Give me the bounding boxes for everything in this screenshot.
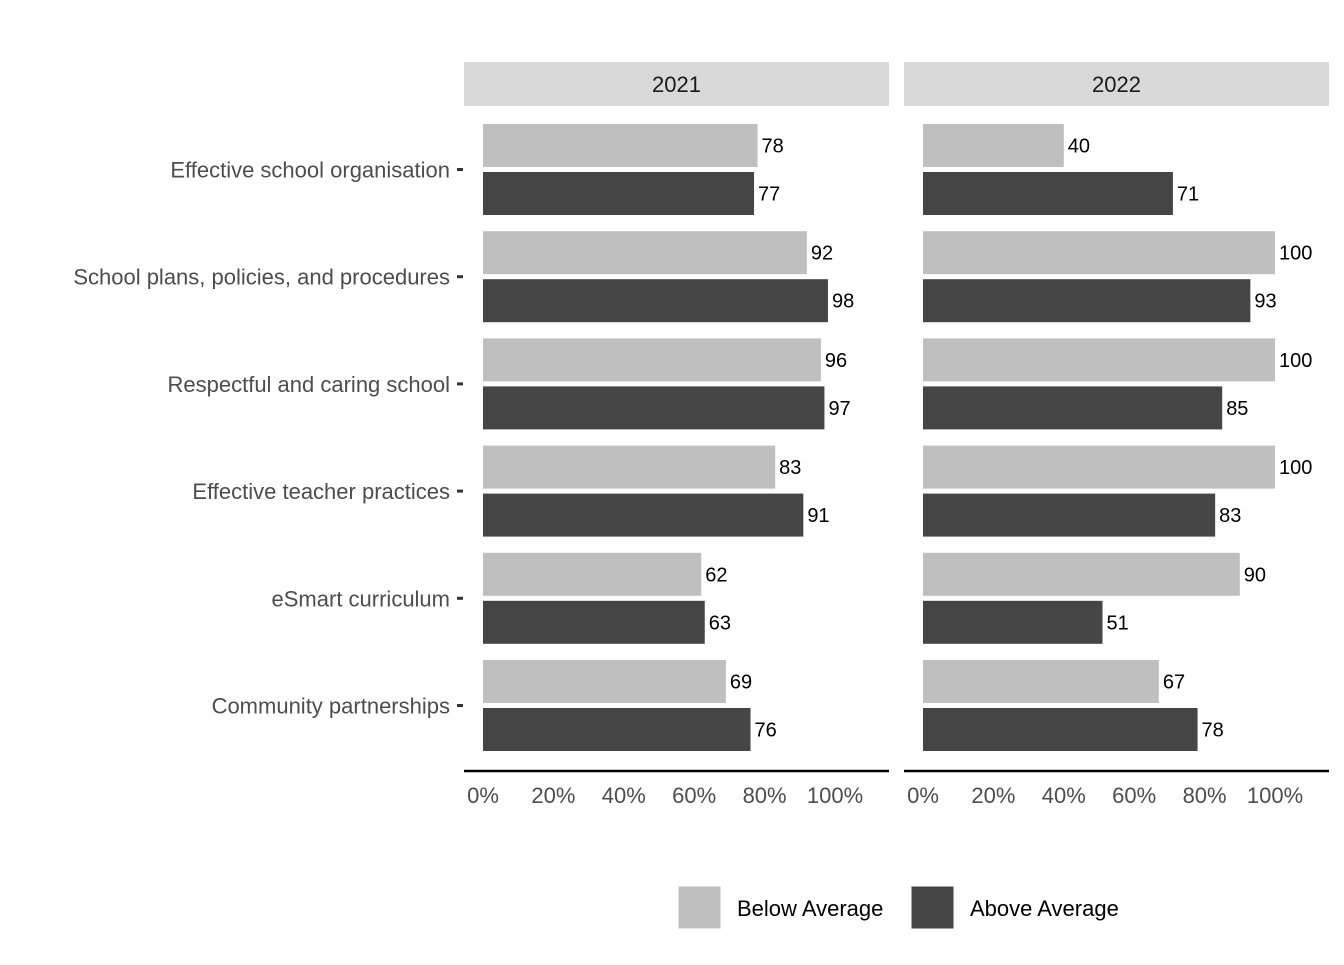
legend-key (910, 885, 955, 930)
data-label: 76 (755, 720, 777, 742)
facet-label: 2021 (652, 72, 701, 97)
x-tick-label: 100% (807, 783, 863, 808)
bar (483, 493, 804, 537)
value-labels-layer: 78 40 77 71 92 100 98 93 96 100 97 85 83 100 91 83 62 90 6… (705, 136, 1312, 742)
facet-label: 2022 (1092, 72, 1141, 97)
bar (483, 708, 751, 751)
data-label: 78 (762, 136, 784, 158)
data-label: 77 (758, 184, 780, 206)
y-axis: Effective school organisation School plan… (73, 158, 463, 719)
data-label: 71 (1177, 184, 1199, 206)
data-label: 96 (825, 350, 847, 372)
category-label: eSmart curriculum (272, 586, 450, 611)
x-tick-label: 0% (907, 783, 939, 808)
data-label: 40 (1068, 136, 1090, 158)
legend-label: Above Average (970, 896, 1119, 921)
bar (483, 231, 807, 275)
bar (923, 338, 1275, 382)
bar (923, 600, 1103, 644)
x-tick-label: 60% (1112, 783, 1156, 808)
legend: Below Average Above Average (677, 885, 1119, 930)
bar (923, 552, 1240, 596)
bar (483, 660, 726, 703)
facet-strip-2021 (464, 62, 889, 106)
bar (483, 338, 821, 382)
x-tick-label: 20% (971, 783, 1015, 808)
bar (923, 124, 1064, 167)
x-tick-label: 40% (602, 783, 646, 808)
data-label: 51 (1107, 612, 1129, 634)
x-tick-label: 60% (672, 783, 716, 808)
data-label: 62 (705, 564, 727, 586)
bar (483, 445, 776, 489)
x-axes: 0% 20% 40% 60% 80% 100% 0% 20% 40% 60% 80% 100% (464, 769, 1329, 808)
category-label: Community partnerships (212, 694, 450, 719)
bar (923, 708, 1198, 751)
bars-layer (483, 124, 1275, 751)
facet-strip-2022 (904, 62, 1329, 106)
legend-key (677, 885, 722, 930)
x-tick-label: 100% (1247, 783, 1303, 808)
bar (923, 172, 1173, 215)
category-label: Effective school organisation (170, 158, 450, 183)
bar (483, 124, 758, 167)
data-label: 100 (1279, 350, 1312, 372)
x-tick-label: 80% (1183, 783, 1227, 808)
data-label: 93 (1254, 291, 1276, 313)
x-tick-label: 80% (743, 783, 787, 808)
facet-strips: 2021 2022 (464, 62, 1329, 106)
data-label: 78 (1202, 720, 1224, 742)
data-label: 67 (1163, 672, 1185, 694)
x-tick-label: 0% (467, 783, 499, 808)
category-label: Effective teacher practices (192, 479, 450, 504)
bar (923, 445, 1275, 489)
data-label: 83 (1219, 505, 1241, 527)
bar (923, 660, 1159, 703)
data-label: 69 (730, 672, 752, 694)
category-label: Respectful and caring school (168, 372, 451, 397)
data-label: 98 (832, 291, 854, 313)
category-label: School plans, policies, and procedures (73, 265, 450, 290)
bar (923, 231, 1275, 275)
bar (483, 600, 705, 644)
bar (483, 386, 825, 430)
bar (923, 386, 1223, 430)
data-label: 92 (811, 243, 833, 265)
data-label: 83 (779, 457, 801, 479)
bar (923, 493, 1216, 537)
bar (483, 172, 755, 215)
data-label: 100 (1279, 457, 1312, 479)
data-label: 63 (709, 612, 731, 634)
data-label: 91 (807, 505, 829, 527)
bar (923, 279, 1251, 323)
data-label: 100 (1279, 243, 1312, 265)
legend-label: Below Average (737, 896, 883, 921)
x-tick-label: 20% (531, 783, 575, 808)
data-label: 97 (828, 398, 850, 420)
x-tick-label: 40% (1042, 783, 1086, 808)
bar (483, 279, 828, 323)
data-label: 90 (1244, 564, 1266, 586)
bar (483, 552, 702, 596)
data-label: 85 (1226, 398, 1248, 420)
